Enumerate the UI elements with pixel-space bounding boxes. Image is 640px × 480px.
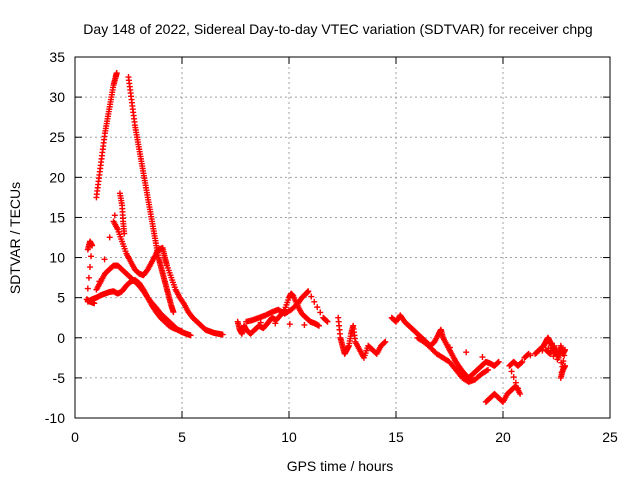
data-point-hours-15-20 [446,344,453,351]
data-point-hours-7-11 [286,321,293,328]
data-point-hours-7-11 [315,322,322,329]
data-point-hours-7-11 [314,304,321,311]
x-tick-label: 10 [281,429,297,445]
data-point-hours-7-11 [272,320,279,327]
data-point-hours-21-23 [550,353,557,360]
data-point-hours-21-23 [561,352,568,359]
data-point-hours-7-11 [311,298,318,305]
data-point-early-points [88,253,95,260]
data-point-hours-15-20 [483,367,490,374]
data-point-early-points [85,274,92,281]
y-tick-label: 0 [57,330,65,346]
data-point-early-points [84,285,91,292]
x-tick-label: 5 [178,429,186,445]
data-point-hours-12-14 [382,338,389,345]
y-axis-label: SDTVAR / TECUs [7,182,23,294]
data-point-mid-band [187,332,194,339]
data-point-early-points [121,230,128,237]
data-point-hours-15-20 [495,358,502,365]
data-point-lower-band [179,328,185,335]
chart-title: Day 148 of 2022, Sidereal Day-to-day VTE… [83,21,592,37]
data-point-early-points [89,242,96,249]
y-tick-label: -5 [53,370,66,386]
data-point-hours-21-23 [545,345,552,352]
data-point-hours-7-11 [305,288,312,295]
y-tick-label: 10 [49,250,65,266]
data-point-hours-15-20 [494,359,501,366]
data-point-hours-21-23 [562,346,569,353]
data-point-hours-7-11 [301,321,308,328]
data-point-hours-7-11 [323,317,330,324]
data-point-hours-19-21 [517,390,524,397]
data-point-peak-fall [170,309,177,316]
data-point-hours-19-21 [514,385,521,392]
data-point-early-points [86,264,93,271]
x-tick-label: 15 [388,429,404,445]
tick-labels: 0 5 10 15 20 25 -10 -5 0 5 10 15 20 25 30 35 [45,49,618,445]
data-point-hours-7-11 [257,319,264,326]
data-point-hours-21-23 [539,347,546,354]
data-point-hours-12-14 [381,339,388,346]
plot-frame [74,56,611,419]
data-point-hours-19-21 [519,358,526,365]
data-point-hours-19-21 [508,368,515,375]
y-tick-label: 20 [49,169,65,185]
gridlines [75,57,610,418]
data-point-hours-21-23 [524,351,531,358]
y-tick-label: 15 [49,209,65,225]
data-point-hours-19-21 [518,359,525,366]
y-tick-label: 35 [49,49,65,65]
data-point-hours-21-23 [558,359,565,366]
data-point-hours-21-23 [551,342,558,349]
x-tick-label: 25 [602,429,618,445]
data-point-hours-15-20 [485,366,492,373]
data-point-upper-band [219,331,226,338]
data-point-hours-21-23 [554,356,561,363]
data-point-hours-7-11 [324,318,331,325]
y-tick-label: 30 [49,89,65,105]
data-point-hours-19-21 [510,374,517,381]
data-point-hours-7-11 [317,309,324,316]
data-point-hours-7-11 [308,293,315,300]
data-point-hours-15-20 [463,349,470,356]
x-tick-label: 20 [495,429,511,445]
data-point-hours-19-21 [512,379,519,386]
data-point-hours-21-23 [533,350,540,357]
data-point-hours-21-23 [525,350,532,357]
data-point-hours-15-20 [479,354,486,361]
y-tick-label: -10 [45,410,65,426]
x-tick-label: 0 [71,429,79,445]
y-tick-label: 5 [57,290,65,306]
x-axis-label: GPS time / hours [287,458,394,474]
data-point-hours-15-20 [430,339,437,346]
data-point-early-points [111,212,118,219]
y-tick-label: 25 [49,129,65,145]
data-points [83,70,569,405]
data-point-early-points [106,234,113,241]
data-point-hours-21-23 [562,362,569,369]
data-point-early-points [101,256,108,263]
data-point-peak-rise [113,70,120,77]
